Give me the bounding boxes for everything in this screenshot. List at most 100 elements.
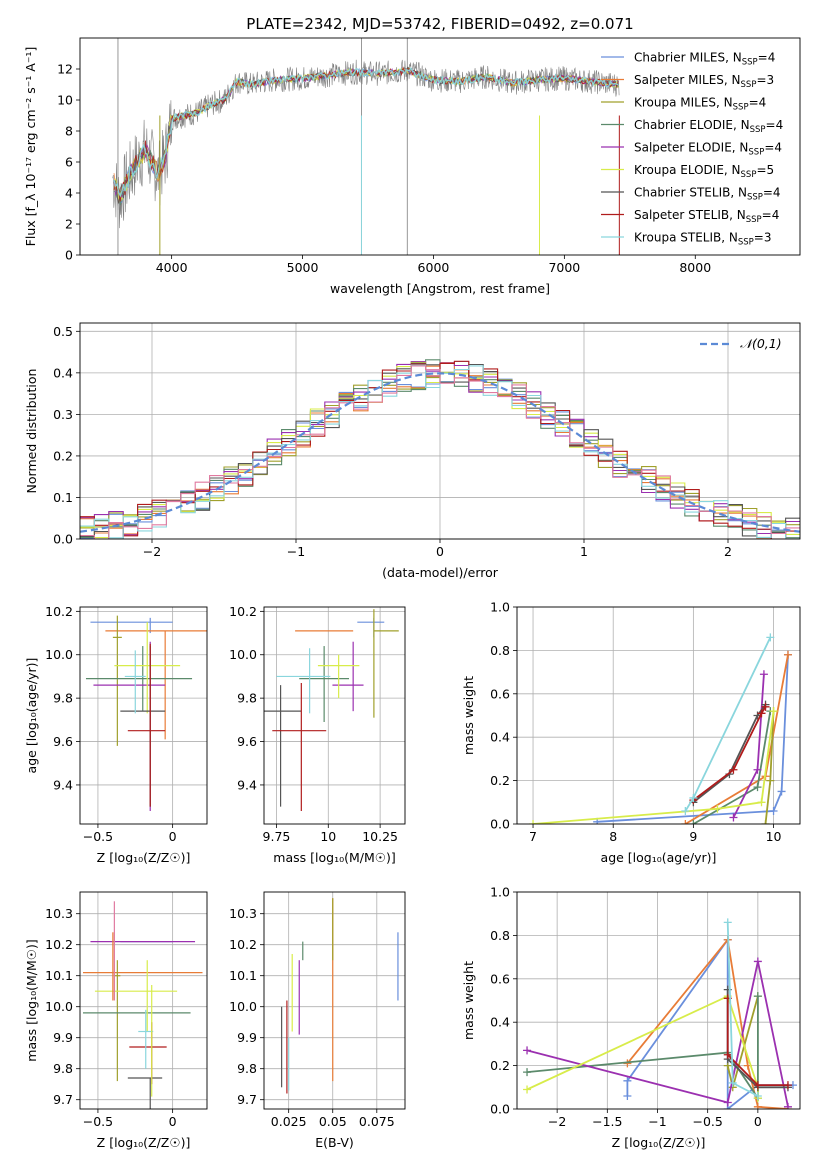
weight-marker — [766, 776, 775, 785]
weight-marker — [783, 1102, 792, 1109]
tick-label-y: 9.6 — [237, 734, 257, 749]
spectrum-model-line — [113, 67, 619, 204]
x-axis-label: Z [log₁₀(Z/Z☉)] — [97, 850, 191, 865]
tick-label-x: 9.75 — [263, 829, 291, 844]
weight-marker — [529, 820, 538, 824]
legend-subscript: SSP — [750, 125, 766, 135]
tick-label-y: 0.8 — [490, 643, 510, 658]
legend-nssp: =4 — [762, 208, 780, 222]
plot-area — [523, 918, 797, 1109]
tick-label-y: 12 — [57, 62, 73, 77]
spectrum-model-line — [113, 66, 619, 202]
legend-label: Kroupa MILES, NSSP=4 — [634, 96, 766, 113]
tick-label-y: 0.6 — [490, 971, 510, 986]
tick-label-y: 9.8 — [53, 691, 73, 706]
tick-label-x: 1 — [580, 544, 588, 559]
tick-label-x: −0.5 — [83, 1114, 113, 1129]
axes-frame — [263, 891, 406, 1110]
y-axis-label: mass weight — [461, 961, 476, 1040]
tick-label-x: −1 — [287, 544, 305, 559]
tick-label-y: 10.1 — [229, 968, 257, 983]
normal-curve — [80, 372, 800, 533]
plot-area — [85, 615, 207, 811]
legend-subscript: SSP — [738, 238, 754, 248]
panel-weight_vs_age: 7 8 9 10 0.0 0.2 0.4 0.6 0.8 1.0 age [log₁₀(age/yr… — [461, 600, 801, 865]
tick-label-y: 1.0 — [490, 885, 510, 900]
tick-label-y: 9.8 — [237, 1061, 257, 1076]
tick-label-y: 0.5 — [53, 324, 73, 339]
panel-mass_vs_Z: −0.5 0 9.7 9.8 9.9 10.0 10.1 10.2 10.3 Z [log₁₀(Z… — [24, 891, 208, 1150]
tick-label-y: 0.3 — [53, 407, 73, 422]
tick-label-y: 10.3 — [229, 906, 257, 921]
tick-label-x: −0.5 — [692, 1114, 722, 1129]
legend-nssp: =4 — [749, 96, 767, 110]
spectrum-model-line — [113, 67, 619, 202]
weight-marker — [728, 1078, 737, 1087]
tick-label-x: 10 — [320, 829, 336, 844]
plot-area — [82, 901, 203, 1109]
plot-area — [264, 609, 399, 811]
tick-label-y: 8 — [65, 124, 73, 139]
axes-frame — [516, 606, 801, 825]
y-axis-label: age [log₁₀(age/yr)] — [24, 658, 39, 774]
weight-marker — [689, 793, 698, 802]
tick-label-y: 9.9 — [237, 1030, 257, 1045]
tick-label-x: 5000 — [287, 260, 319, 275]
tick-label-y: 0.2 — [490, 773, 510, 788]
weight-marker — [523, 1068, 532, 1077]
weight-marker — [723, 1050, 732, 1059]
plot-area — [112, 38, 620, 255]
x-axis-label: wavelength [Angstrom, rest frame] — [330, 281, 550, 296]
tick-label-x: 4000 — [156, 260, 188, 275]
legend-nssp: =5 — [756, 163, 774, 177]
weight-line — [532, 711, 775, 824]
legend-label: Kroupa ELODIE, NSSP=5 — [634, 163, 774, 180]
tick-label-x: 7000 — [548, 260, 580, 275]
spectrum-model-line — [113, 67, 619, 206]
legend-label: Kroupa STELIB, NSSP=3 — [634, 231, 772, 248]
tick-label-y: 10.2 — [45, 937, 73, 952]
axes-frame — [516, 891, 801, 1110]
weight-marker — [761, 702, 770, 711]
tick-label-x: 10 — [766, 829, 782, 844]
weight-marker — [523, 1085, 532, 1094]
legend-subscript: SSP — [748, 148, 764, 158]
tick-label-y: 0.4 — [490, 1015, 510, 1030]
tick-label-y: 0 — [65, 248, 73, 263]
tick-label-y: 9.4 — [237, 777, 257, 792]
tick-label-x: 0.025 — [271, 1114, 307, 1129]
weight-line — [692, 706, 767, 801]
legend-subscript: SSP — [741, 170, 757, 180]
spectrum-model-line — [113, 67, 619, 201]
weight-marker — [681, 820, 690, 824]
weight-marker — [713, 804, 722, 813]
tick-label-x: −2 — [143, 544, 161, 559]
legend-subscript: SSP — [741, 80, 757, 90]
x-axis-label: age [log₁₀(age/yr)] — [601, 850, 717, 865]
tick-label-y: 10.0 — [229, 647, 257, 662]
tick-label-x: 2 — [724, 544, 732, 559]
tick-label-x: 8000 — [679, 260, 711, 275]
weight-marker — [723, 1098, 732, 1107]
tick-label-y: 0.8 — [490, 928, 510, 943]
tick-label-x: 8 — [609, 829, 617, 844]
tick-label-y: 9.9 — [53, 1030, 73, 1045]
x-axis-label: (data-model)/error — [382, 565, 499, 580]
legend-label: Salpeter ELODIE, NSSP=4 — [634, 141, 782, 158]
legend-nssp: =3 — [756, 73, 774, 87]
legend-nssp: =4 — [763, 186, 781, 200]
weight-marker — [753, 1091, 762, 1100]
axes-frame — [79, 322, 801, 540]
weight-marker — [681, 806, 690, 815]
tick-label-y: 10.2 — [229, 604, 257, 619]
weight-marker — [753, 957, 762, 966]
plot-area — [80, 359, 800, 539]
tick-label-y: 10.2 — [229, 937, 257, 952]
histogram-step — [80, 365, 800, 539]
weight-marker — [753, 1102, 762, 1109]
panel-age_vs_Z: −0.5 0 9.4 9.6 9.8 10.0 10.2 Z [log₁₀(Z/Z☉)] age… — [24, 604, 208, 865]
legend-nssp: =4 — [764, 141, 782, 155]
tick-label-y: 9.8 — [237, 691, 257, 706]
panel-age_vs_mass: 9.75 10 10.25 9.4 9.6 9.8 10.0 10.2 mass [log₁₀(… — [229, 604, 406, 865]
